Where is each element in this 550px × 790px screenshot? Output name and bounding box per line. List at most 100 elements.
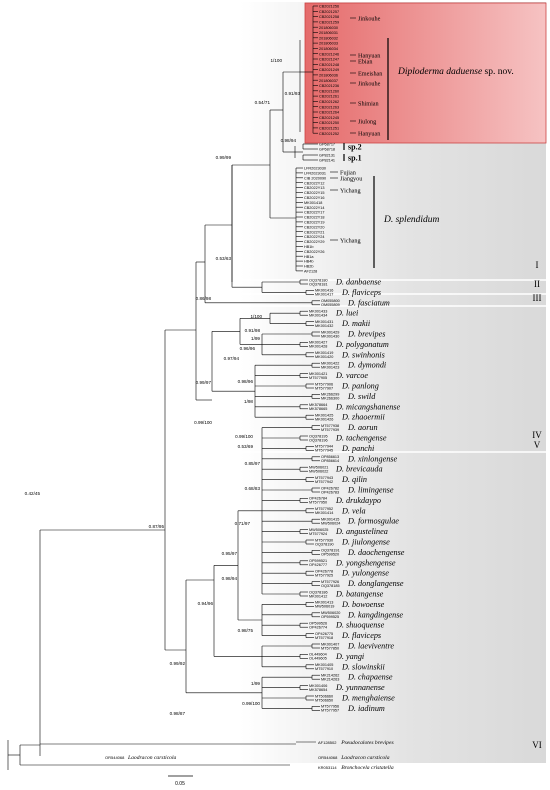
specimen-label: CB2022Y13 bbox=[304, 186, 324, 190]
specimen-label: MK001406 bbox=[309, 684, 327, 688]
tree-labels: IIIIIIIVVVICB2021256CB2021257CB2021258CB… bbox=[25, 5, 543, 787]
species-name: D. daochengense bbox=[347, 548, 405, 557]
specimen-label: CB2021249 bbox=[319, 68, 339, 72]
specimen-label: OP426784 bbox=[309, 497, 327, 501]
specimen-label: 201806032 bbox=[319, 36, 338, 40]
node-support-value: 0.68/83 bbox=[245, 486, 261, 491]
node-support-value: 0.97/94 bbox=[224, 356, 240, 361]
specimen-label: OM055809 bbox=[321, 303, 340, 307]
clade-number-II: II bbox=[534, 279, 540, 289]
species-name: D. donglangense bbox=[347, 579, 404, 588]
species-name: D. limingense bbox=[347, 486, 394, 495]
specimen-label: OL449604 bbox=[309, 653, 327, 657]
node-support-value: 0.99/100 bbox=[242, 701, 260, 706]
specimen-label: MK001414 bbox=[315, 511, 333, 515]
specimen-label: HB1a bbox=[304, 255, 314, 259]
specimen-label: OQ378186 bbox=[309, 590, 328, 594]
species-name: D. jiulongense bbox=[341, 538, 390, 547]
node-support-value: 0.91/98 bbox=[245, 328, 261, 333]
node-support-value: 0.99/97 bbox=[196, 380, 212, 385]
specimen-label: OQ378195 bbox=[309, 434, 328, 438]
outgroup-accession: KR053114 bbox=[318, 765, 337, 770]
species-name: D. brevipes bbox=[347, 330, 385, 339]
specimen-label: MT577906 bbox=[315, 382, 333, 386]
specimen-label: HB4b bbox=[304, 260, 314, 264]
species-name: D. shuoquense bbox=[335, 621, 385, 630]
species-name: D. formosgulae bbox=[347, 517, 399, 526]
species-name: D. panlong bbox=[341, 382, 379, 391]
species-name: D. brevicauda bbox=[335, 465, 383, 474]
specimen-label: MK001432 bbox=[315, 324, 333, 328]
specimen-label: GP68717 bbox=[319, 143, 335, 147]
specimen-label: MW506024 bbox=[321, 522, 340, 526]
specimen-label: MK001413 bbox=[315, 601, 333, 605]
specimen-label: CB2021236 bbox=[319, 84, 339, 88]
species-name: D. danbaense bbox=[335, 278, 381, 287]
specimen-label: MT577925 bbox=[315, 574, 333, 578]
specimen-label: CB2021262 bbox=[319, 100, 339, 104]
node-support-value: 0.54/71 bbox=[255, 100, 271, 105]
species-name: D. yulongense bbox=[341, 569, 389, 578]
specimen-label: CB2021263 bbox=[319, 105, 339, 109]
specimen-label: OP426774 bbox=[309, 626, 327, 630]
specimen-label: MK001433 bbox=[309, 310, 327, 314]
specimen-label: OP426778 bbox=[315, 570, 333, 574]
species-name: D. slowinskii bbox=[341, 662, 385, 671]
locality-label: Fujian bbox=[340, 169, 356, 176]
specimen-label: HB1b bbox=[304, 245, 314, 249]
node-support-value: 1/100 bbox=[251, 314, 263, 319]
species-name: D. kangdingense bbox=[347, 610, 403, 619]
outgroup-name: Bronchocela cristatella bbox=[341, 765, 394, 771]
specimen-label: MT577945 bbox=[315, 449, 333, 453]
specimen-label: MK001434 bbox=[309, 314, 327, 318]
specimen-label: MK001429 bbox=[321, 330, 339, 334]
specimen-label: MK001423 bbox=[321, 366, 339, 370]
specimen-label: HB2b bbox=[304, 265, 314, 269]
species-name: D. makii bbox=[341, 319, 371, 328]
species-name: D. dymondi bbox=[347, 361, 387, 370]
specimen-label: CB2021261 bbox=[319, 95, 339, 99]
species-name: D. luei bbox=[335, 309, 359, 318]
species-name: D. tachengense bbox=[335, 434, 387, 443]
specimen-label: CB2021245 bbox=[319, 116, 339, 120]
specimen-label: OP426777 bbox=[309, 563, 327, 567]
species-name: D. vela bbox=[341, 506, 366, 515]
specimen-label: CB2022Y21 bbox=[304, 230, 324, 234]
node-support-value: 0.87/95 bbox=[149, 524, 165, 529]
specimen-label: OP599525 bbox=[321, 615, 339, 619]
locality-label: Jinkouhe bbox=[358, 80, 381, 87]
specimen-label: MT577956 bbox=[321, 705, 339, 709]
species-name: D. splendidum bbox=[383, 215, 440, 225]
specimen-label: LFR2023031 bbox=[304, 172, 326, 176]
clade-number-III: III bbox=[533, 293, 542, 303]
specimen-label: MT577905 bbox=[309, 376, 327, 380]
specimen-label: MK001421 bbox=[309, 372, 327, 376]
specimen-label: MK001416 bbox=[315, 289, 333, 293]
specimen-label: MT577938 bbox=[321, 424, 339, 428]
species-name: D. aorun bbox=[347, 423, 378, 432]
specimen-label: MT577942 bbox=[315, 480, 333, 484]
node-support-value: 0.98/96 bbox=[238, 379, 254, 384]
specimen-label: MK001428 bbox=[309, 345, 327, 349]
species-name: D. swild bbox=[347, 392, 376, 401]
specimen-label: MT577930 bbox=[315, 538, 333, 542]
specimen-label: CB2022Y29 bbox=[304, 240, 324, 244]
locality-label: Jiulong bbox=[358, 118, 376, 125]
node-support-value: 1/99 bbox=[251, 681, 260, 686]
specimen-label: OP426783 bbox=[321, 490, 339, 494]
outgroup-accession: OR544068 bbox=[318, 755, 338, 760]
node-support-value: 0.99/99 bbox=[216, 155, 232, 160]
specimen-label: MT577939 bbox=[321, 428, 339, 432]
locality-label: Jinkouhe bbox=[358, 15, 381, 22]
clade-label-sp.2: sp.2 bbox=[348, 143, 362, 152]
specimen-label: MK578654 bbox=[309, 688, 327, 692]
specimen-label: MK001419 bbox=[315, 351, 333, 355]
specimen-label: OP856613 bbox=[321, 455, 339, 459]
node-support-value: 0.99/100 bbox=[235, 434, 253, 439]
node-support-value: 1/100 bbox=[271, 58, 283, 63]
species-name: D. laeviventre bbox=[347, 642, 394, 651]
species-name: D. zhaoermii bbox=[341, 413, 385, 422]
specimen-label: MW506021 bbox=[309, 466, 328, 470]
node-support-value: 0.94/96 bbox=[198, 601, 214, 606]
